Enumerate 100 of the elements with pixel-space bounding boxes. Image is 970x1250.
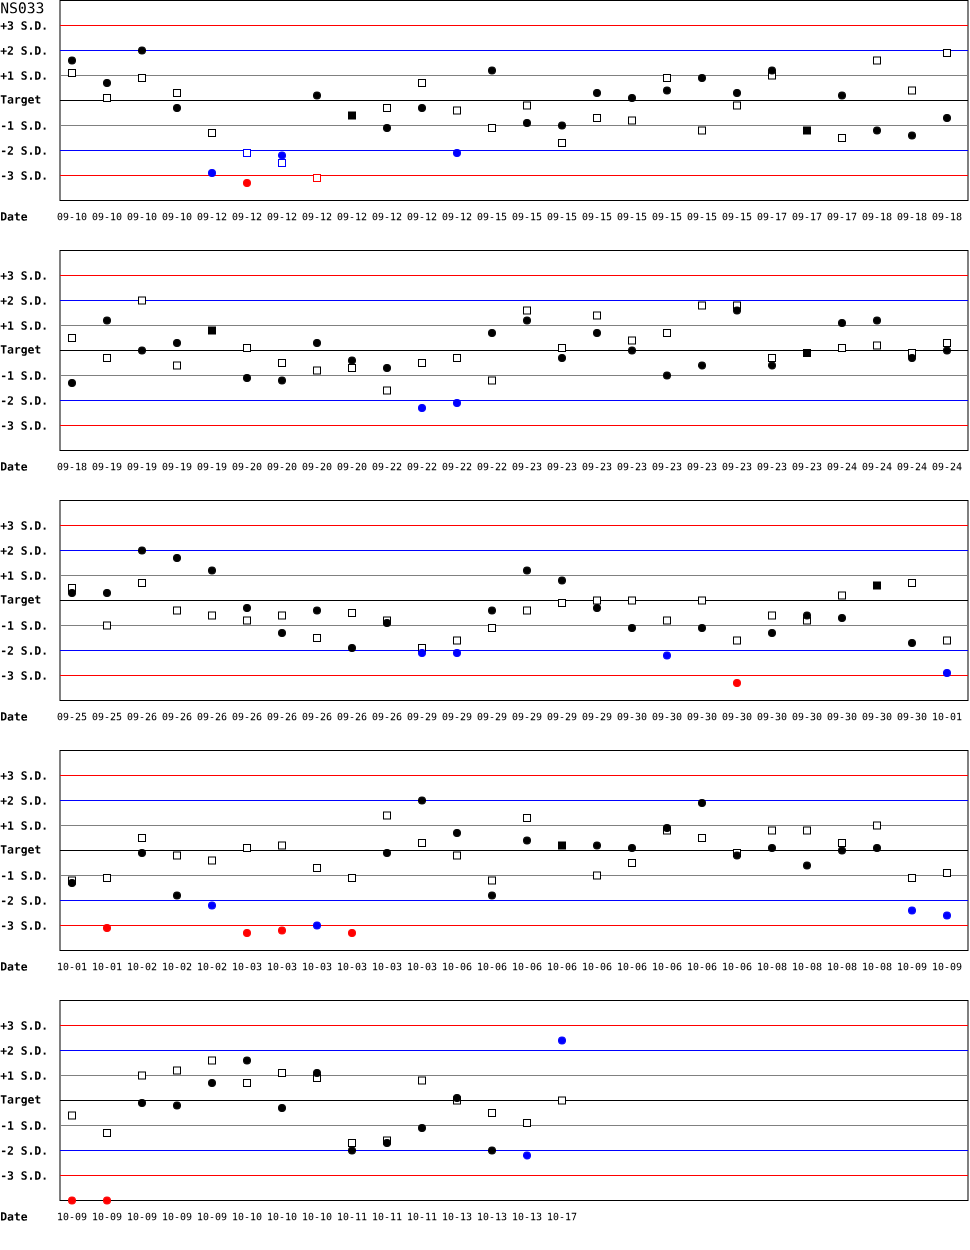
x-tick-label: 09-18 <box>57 462 87 471</box>
x-tick-label: 09-23 <box>617 462 647 471</box>
y-tick-label: +2 S.D. <box>0 46 46 55</box>
x-tick-label: 09-15 <box>582 212 612 221</box>
x-tick-label: 10-06 <box>513 962 542 971</box>
x-tick-label: 09-15 <box>722 212 752 221</box>
x-tick-label: 10-03 <box>268 962 297 971</box>
x-tick-label: 09-12 <box>267 212 297 221</box>
x-tick-label: 10-08 <box>828 962 857 971</box>
x-tick-label: 09-17 <box>757 212 787 221</box>
x-tick-label: 10-17 <box>548 1212 577 1221</box>
x-tick-label: 09-15 <box>652 212 682 221</box>
y-tick-label: +2 S.D. <box>0 1046 46 1055</box>
y-tick-label: -1 S.D. <box>1 371 46 380</box>
y-tick-label: Target <box>0 345 41 356</box>
x-tick-label: 09-23 <box>582 462 612 471</box>
x-tick-label: 09-23 <box>512 462 542 471</box>
x-tick-label: 10-03 <box>373 962 402 971</box>
x-tick-label: 10-06 <box>618 962 647 971</box>
x-axis-title: Date <box>1 1212 28 1221</box>
x-tick-label: 10-03 <box>408 962 437 971</box>
x-tick-label: 10-13 <box>478 1212 507 1221</box>
y-tick-label: -3 S.D. <box>1 171 46 180</box>
x-tick-label: 09-30 <box>897 712 927 721</box>
x-tick-label: 10-11 <box>338 1212 367 1221</box>
x-tick-label: 10-03 <box>338 962 367 971</box>
x-tick-label: 09-26 <box>337 712 367 721</box>
y-tick-label: +3 S.D. <box>0 1021 46 1030</box>
x-tick-label: 09-29 <box>407 712 437 721</box>
x-tick-label: 09-24 <box>827 462 857 471</box>
x-tick-label: 10-11 <box>373 1212 402 1221</box>
x-axis-title: Date <box>1 212 28 221</box>
x-tick-label: 10-06 <box>653 962 682 971</box>
y-tick-label: +3 S.D. <box>0 771 46 780</box>
x-tick-label: 09-20 <box>267 462 297 471</box>
y-tick-label: +3 S.D. <box>0 271 46 280</box>
x-tick-label: 09-20 <box>337 462 367 471</box>
y-tick-label: +2 S.D. <box>0 796 46 805</box>
y-tick-label: +1 S.D. <box>0 71 46 80</box>
x-axis-title: Date <box>1 462 28 471</box>
x-tick-label: 09-26 <box>162 712 192 721</box>
x-tick-label: 09-26 <box>302 712 332 721</box>
x-tick-label: 09-18 <box>862 212 892 221</box>
x-tick-label: 10-06 <box>548 962 577 971</box>
x-tick-label: 09-18 <box>897 212 927 221</box>
x-tick-label: 09-24 <box>862 462 892 471</box>
chart-title: NS033 <box>1 2 44 14</box>
x-tick-label: 10-01 <box>93 962 122 971</box>
x-tick-label: 09-29 <box>582 712 612 721</box>
y-tick-label: +2 S.D. <box>0 296 46 305</box>
x-tick-label: 09-15 <box>477 212 507 221</box>
x-tick-label: 09-23 <box>687 462 717 471</box>
x-tick-label: 09-30 <box>792 712 822 721</box>
y-tick-label: -1 S.D. <box>1 621 46 630</box>
x-tick-label: 10-08 <box>863 962 892 971</box>
x-tick-label: 09-26 <box>232 712 262 721</box>
x-axis-title: Date <box>1 962 28 971</box>
x-tick-label: 10-02 <box>163 962 192 971</box>
x-tick-label: 09-19 <box>127 462 157 471</box>
x-tick-label: 10-08 <box>793 962 822 971</box>
x-tick-label: 10-06 <box>478 962 507 971</box>
x-tick-label: 10-13 <box>513 1212 542 1221</box>
x-tick-label: 09-26 <box>197 712 227 721</box>
y-tick-label: -2 S.D. <box>1 646 46 655</box>
x-tick-label: 09-10 <box>92 212 122 221</box>
x-tick-label: 09-30 <box>652 712 682 721</box>
x-tick-label: 10-06 <box>688 962 717 971</box>
x-tick-label: 10-06 <box>443 962 472 971</box>
x-tick-label: 09-17 <box>792 212 822 221</box>
x-tick-label: 09-22 <box>442 462 472 471</box>
y-tick-label: -2 S.D. <box>1 396 46 405</box>
x-tick-label: 10-02 <box>198 962 227 971</box>
x-tick-label: 10-01 <box>933 712 962 721</box>
x-tick-label: 09-20 <box>232 462 262 471</box>
x-tick-label: 09-26 <box>127 712 157 721</box>
y-tick-label: -3 S.D. <box>1 421 46 430</box>
y-tick-label: -2 S.D. <box>1 146 46 155</box>
x-tick-label: 09-12 <box>337 212 367 221</box>
x-tick-label: 10-09 <box>198 1212 227 1221</box>
x-tick-label: 09-29 <box>442 712 472 721</box>
x-tick-label: 09-23 <box>652 462 682 471</box>
x-tick-label: 09-25 <box>92 712 122 721</box>
x-tick-label: 09-12 <box>442 212 472 221</box>
y-tick-label: +1 S.D. <box>0 1071 46 1080</box>
x-tick-label: 10-13 <box>443 1212 472 1221</box>
x-tick-label: 10-09 <box>163 1212 192 1221</box>
x-tick-label: 09-23 <box>547 462 577 471</box>
y-tick-label: -1 S.D. <box>1 1121 46 1130</box>
x-tick-label: 09-24 <box>897 462 927 471</box>
x-tick-label: 09-12 <box>407 212 437 221</box>
x-tick-label: 10-06 <box>723 962 752 971</box>
x-tick-label: 10-10 <box>233 1212 262 1221</box>
x-tick-label: 10-02 <box>128 962 157 971</box>
x-tick-label: 09-10 <box>162 212 192 221</box>
x-tick-label: 09-22 <box>477 462 507 471</box>
x-tick-label: 09-29 <box>477 712 507 721</box>
x-tick-label: 09-15 <box>512 212 542 221</box>
x-tick-label: 09-15 <box>687 212 717 221</box>
y-tick-label: -2 S.D. <box>1 1146 46 1155</box>
y-tick-label: +3 S.D. <box>0 521 46 530</box>
